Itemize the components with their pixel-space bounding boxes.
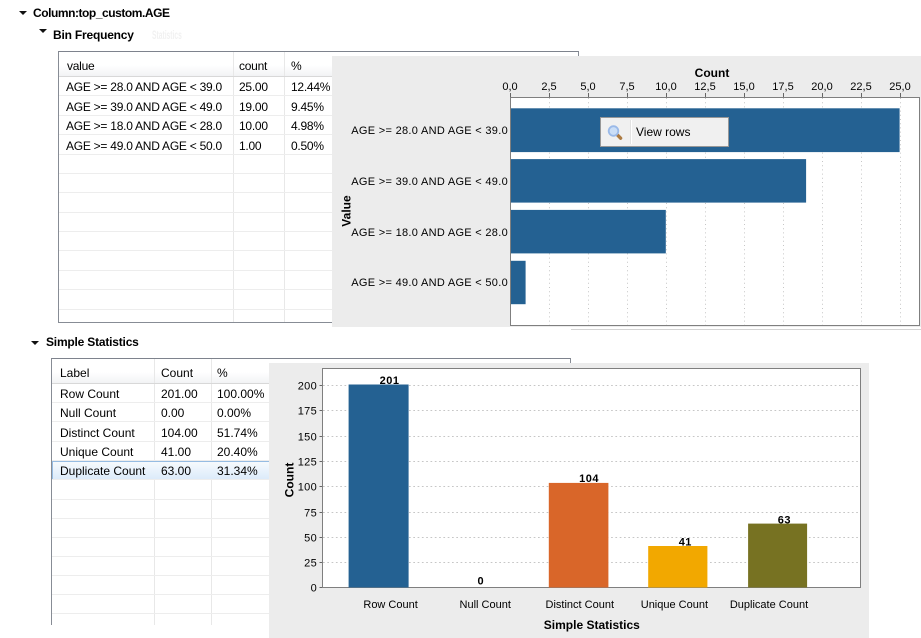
- svg-text:AGE >= 49.0 AND AGE < 50.0: AGE >= 49.0 AND AGE < 50.0: [351, 277, 508, 289]
- svg-text:12,5: 12,5: [694, 81, 715, 93]
- svg-text:2,5: 2,5: [541, 81, 556, 93]
- svg-text:5,0: 5,0: [580, 81, 595, 93]
- svg-text:50: 50: [304, 533, 317, 545]
- svg-text:Distinct Count: Distinct Count: [546, 599, 614, 611]
- svg-text:Count: Count: [695, 66, 730, 80]
- svg-text:AGE >= 39.0 AND AGE < 49.0: AGE >= 39.0 AND AGE < 49.0: [351, 176, 508, 188]
- svg-text:Null Count: Null Count: [460, 599, 511, 611]
- svg-text:AGE >= 18.0 AND AGE < 28.0: AGE >= 18.0 AND AGE < 28.0: [351, 227, 508, 239]
- svg-text:125: 125: [298, 457, 317, 469]
- svg-text:Simple Statistics: Simple Statistics: [544, 618, 640, 632]
- svg-text:17,5: 17,5: [772, 81, 793, 93]
- svg-text:63: 63: [778, 515, 791, 527]
- svg-text:0: 0: [478, 576, 485, 588]
- svg-text:22,5: 22,5: [850, 81, 871, 93]
- svg-text:100: 100: [298, 482, 317, 494]
- svg-text:25: 25: [304, 558, 317, 570]
- svg-text:0,0: 0,0: [502, 81, 517, 93]
- svg-text:15,0: 15,0: [733, 81, 754, 93]
- svg-text:201: 201: [380, 375, 400, 387]
- svg-text:7,5: 7,5: [619, 81, 634, 93]
- svg-text:AGE >= 28.0 AND AGE < 39.0: AGE >= 28.0 AND AGE < 39.0: [351, 125, 508, 137]
- svg-text:200: 200: [298, 381, 317, 393]
- svg-text:10,0: 10,0: [655, 81, 676, 93]
- svg-text:Duplicate Count: Duplicate Count: [730, 599, 808, 611]
- svg-text:75: 75: [304, 508, 317, 520]
- svg-text:Row Count: Row Count: [363, 599, 417, 611]
- svg-text:150: 150: [298, 432, 317, 444]
- svg-text:104: 104: [579, 473, 599, 485]
- svg-text:0: 0: [311, 583, 317, 595]
- svg-text:20,0: 20,0: [811, 81, 832, 93]
- svg-text:25,0: 25,0: [889, 81, 910, 93]
- svg-text:41: 41: [679, 537, 692, 549]
- svg-text:Count: Count: [283, 463, 297, 498]
- svg-text:Unique Count: Unique Count: [641, 599, 708, 611]
- svg-text:Value: Value: [340, 195, 354, 227]
- svg-text:175: 175: [298, 406, 317, 418]
